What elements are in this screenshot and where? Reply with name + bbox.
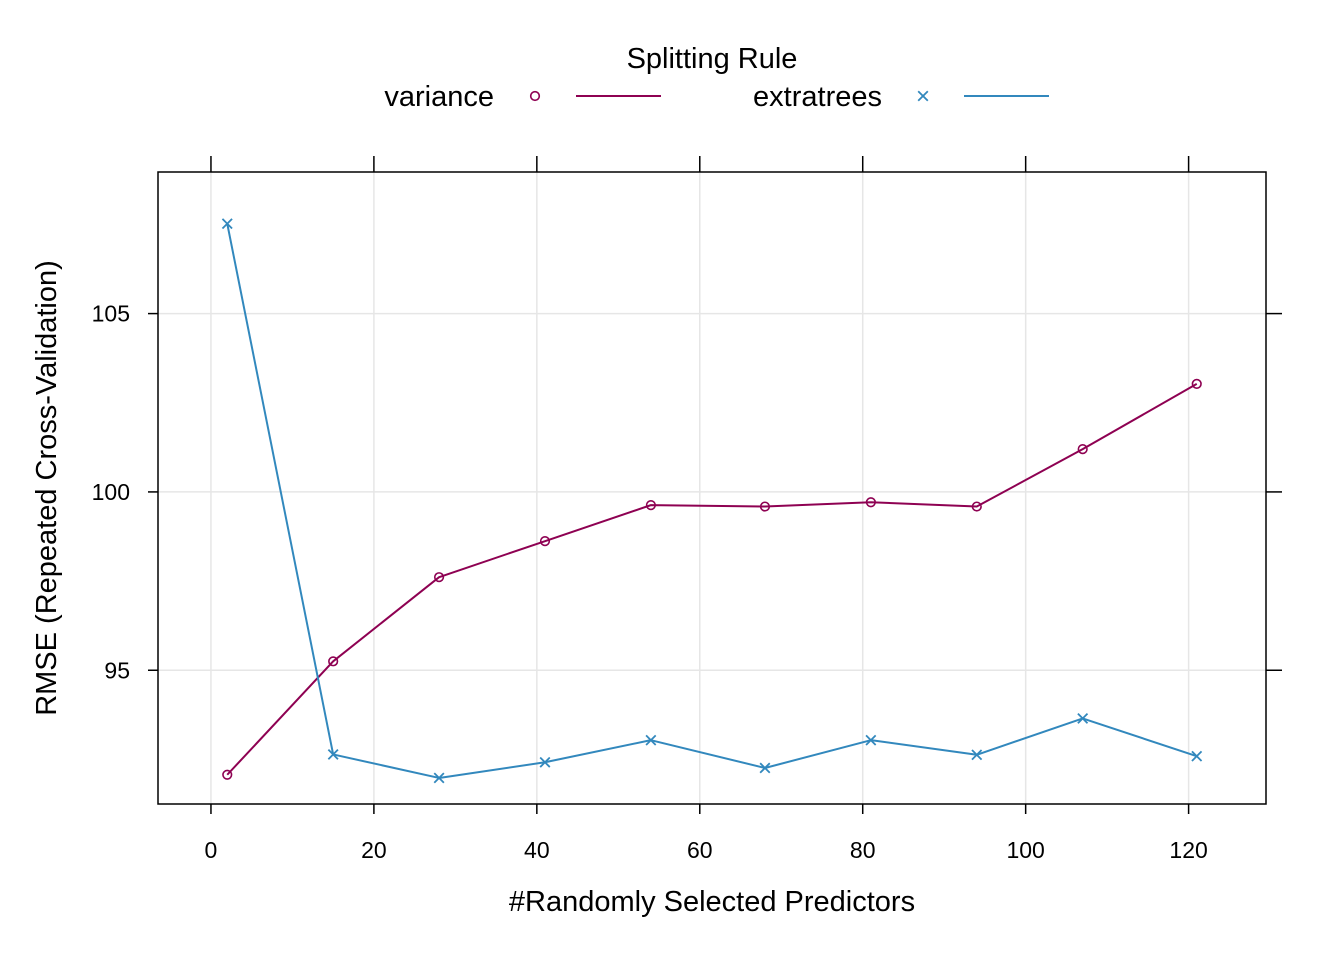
legend-marker [529,90,541,102]
variance-point [1077,444,1088,455]
y-axis-label: RMSE (Repeated Cross-Validation) [31,260,63,716]
legend-items: variance extratrees [384,81,1049,113]
legend-item-extratrees: extratrees [753,81,1049,113]
extratrees-point [539,756,551,768]
y-tick-label: 105 [92,301,130,327]
y-tick-label: 100 [92,479,130,505]
variance-point [433,572,445,583]
variance-point [971,501,982,512]
legend-marker [917,90,929,102]
variance-point [759,501,771,512]
axes: 0 20 40 60 80 100 120 95 100 105 [92,156,1282,863]
x-tick-label: 80 [850,837,876,863]
legend: Splitting Rule variance extratrees [384,43,1049,113]
grid [158,172,1266,804]
variance-point [328,656,339,667]
variance-point [645,500,656,511]
x-tick-label: 40 [524,837,550,863]
variance-point [1191,378,1202,389]
variance-point [865,497,876,508]
extratrees-point [759,762,771,774]
extratrees-point [865,734,877,746]
extratrees-line [226,223,1198,779]
x-tick-label: 60 [687,837,713,863]
extratrees-point [1077,712,1089,724]
legend-item-variance: variance [384,81,661,113]
x-tick-label: 120 [1169,837,1207,863]
x-tick-label: 20 [361,837,387,863]
plot-frame [157,171,1267,805]
series-extratrees [221,218,1203,784]
y-tick-label: 95 [104,657,130,683]
legend-title: Splitting Rule [627,43,798,75]
series-variance [222,378,1202,780]
extratrees-point [971,749,983,761]
x-axis-label: #Randomly Selected Predictors [509,886,915,918]
variance-line [226,382,1198,776]
variance-point [539,536,551,547]
legend-label: variance [384,81,494,113]
series-layer [221,218,1203,784]
extratrees-point [645,734,657,746]
extratrees-point [221,218,233,230]
x-tick-label: 100 [1006,837,1044,863]
extratrees-point [1191,750,1203,762]
extratrees-point [327,748,339,760]
variance-point [222,769,233,780]
x-tick-label: 0 [205,837,218,863]
legend-label: extratrees [753,81,882,113]
extratrees-point [433,772,445,784]
